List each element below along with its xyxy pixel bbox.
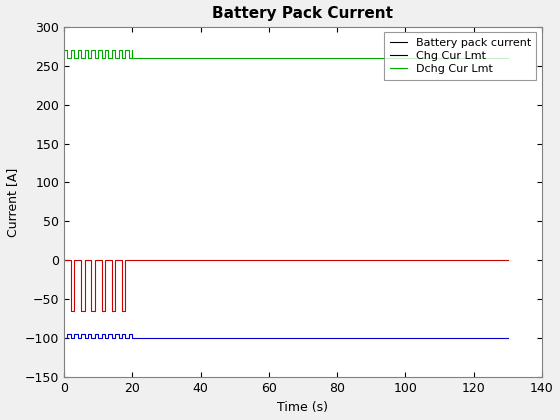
Title: Battery Pack Current: Battery Pack Current [212, 6, 394, 21]
Legend: Battery pack current, Chg Cur Lmt, Dchg Cur Lmt: Battery pack current, Chg Cur Lmt, Dchg … [384, 32, 536, 80]
Y-axis label: Current [A]: Current [A] [6, 167, 19, 236]
X-axis label: Time (s): Time (s) [277, 401, 329, 414]
